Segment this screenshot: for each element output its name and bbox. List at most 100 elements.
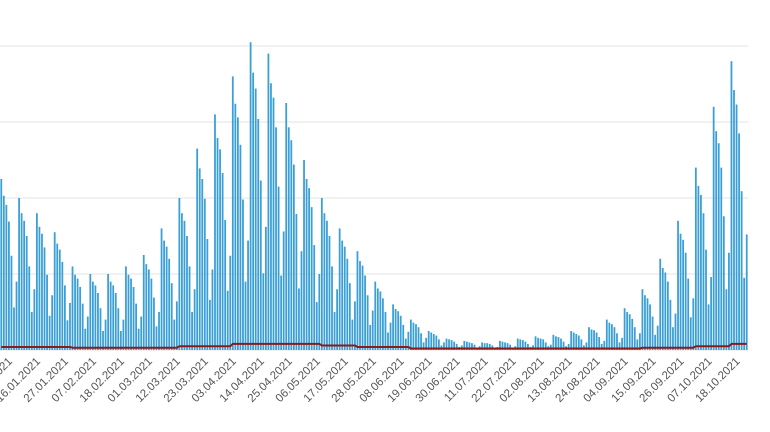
- bar: [140, 316, 143, 350]
- bar: [384, 312, 387, 350]
- bar: [308, 188, 311, 350]
- bar: [488, 343, 491, 350]
- bar: [687, 278, 690, 350]
- bar: [641, 289, 644, 350]
- bar: [2, 195, 5, 350]
- bar: [710, 277, 712, 350]
- bar: [682, 239, 685, 350]
- bar: [465, 341, 468, 350]
- bar: [376, 288, 379, 350]
- bar: [257, 118, 260, 351]
- bar: [399, 315, 402, 350]
- bar: [135, 303, 138, 350]
- bar: [539, 338, 542, 350]
- bar: [621, 337, 623, 350]
- bar: [580, 339, 583, 350]
- bar: [170, 283, 173, 350]
- bar: [290, 140, 293, 350]
- bar: [527, 343, 529, 350]
- bar: [231, 76, 234, 351]
- bar: [46, 274, 48, 350]
- bar: [333, 312, 336, 350]
- bar: [226, 290, 229, 350]
- bar: [341, 240, 344, 350]
- bar: [326, 220, 328, 350]
- bar: [430, 332, 433, 350]
- bar: [23, 220, 26, 350]
- bar: [252, 72, 255, 350]
- bar: [700, 194, 702, 350]
- bar: [282, 231, 285, 350]
- bar: [733, 90, 735, 350]
- bar: [588, 327, 590, 350]
- bar: [99, 308, 102, 350]
- bar: [361, 265, 364, 350]
- bar: [119, 331, 122, 350]
- bar: [86, 316, 89, 350]
- bar: [0, 179, 3, 350]
- bar: [348, 283, 351, 350]
- bar: [715, 131, 718, 350]
- bar: [394, 308, 397, 350]
- bar: [107, 274, 110, 350]
- bar: [410, 319, 412, 350]
- bar: [51, 295, 54, 350]
- bar: [455, 343, 458, 350]
- bar: [560, 338, 562, 350]
- bar: [537, 337, 539, 350]
- bar: [239, 144, 242, 350]
- bar: [649, 304, 651, 350]
- bar: [66, 320, 69, 350]
- bar: [97, 293, 99, 350]
- bar: [605, 319, 608, 350]
- bar: [58, 249, 61, 350]
- bar: [374, 281, 377, 350]
- bar: [28, 266, 31, 350]
- bar: [448, 339, 450, 350]
- bar: [654, 334, 657, 350]
- bar: [343, 246, 346, 350]
- bar: [183, 220, 186, 350]
- bar: [163, 240, 165, 350]
- bar: [305, 179, 308, 350]
- bar: [280, 275, 283, 350]
- bar: [707, 304, 710, 350]
- bar: [577, 335, 580, 350]
- bar: [722, 216, 725, 350]
- bar: [76, 278, 79, 350]
- bar: [242, 199, 244, 350]
- bar: [628, 314, 631, 350]
- bar: [89, 274, 92, 350]
- bar: [216, 137, 219, 350]
- bar: [697, 185, 700, 350]
- bar: [636, 339, 639, 350]
- bar: [69, 302, 71, 350]
- bar: [117, 308, 120, 350]
- bar: [38, 226, 41, 350]
- bar: [310, 207, 313, 350]
- bar: [272, 97, 275, 351]
- bar: [486, 343, 489, 350]
- bar: [56, 243, 59, 350]
- bar: [173, 319, 176, 350]
- bar: [264, 226, 267, 350]
- bar: [542, 339, 545, 350]
- bar: [160, 228, 163, 350]
- bar: [450, 340, 453, 350]
- bar: [481, 342, 484, 350]
- bar: [150, 278, 153, 350]
- bar: [5, 204, 8, 350]
- bar: [369, 324, 372, 350]
- bar: [412, 322, 415, 350]
- bar: [193, 289, 196, 350]
- bar: [745, 234, 748, 350]
- bar: [25, 236, 28, 350]
- bar: [544, 342, 547, 350]
- bar: [521, 340, 524, 350]
- bar: [379, 291, 382, 350]
- bar: [206, 239, 209, 350]
- bar: [130, 278, 132, 350]
- bar: [572, 332, 575, 350]
- bar: [397, 311, 400, 350]
- bar: [534, 336, 537, 350]
